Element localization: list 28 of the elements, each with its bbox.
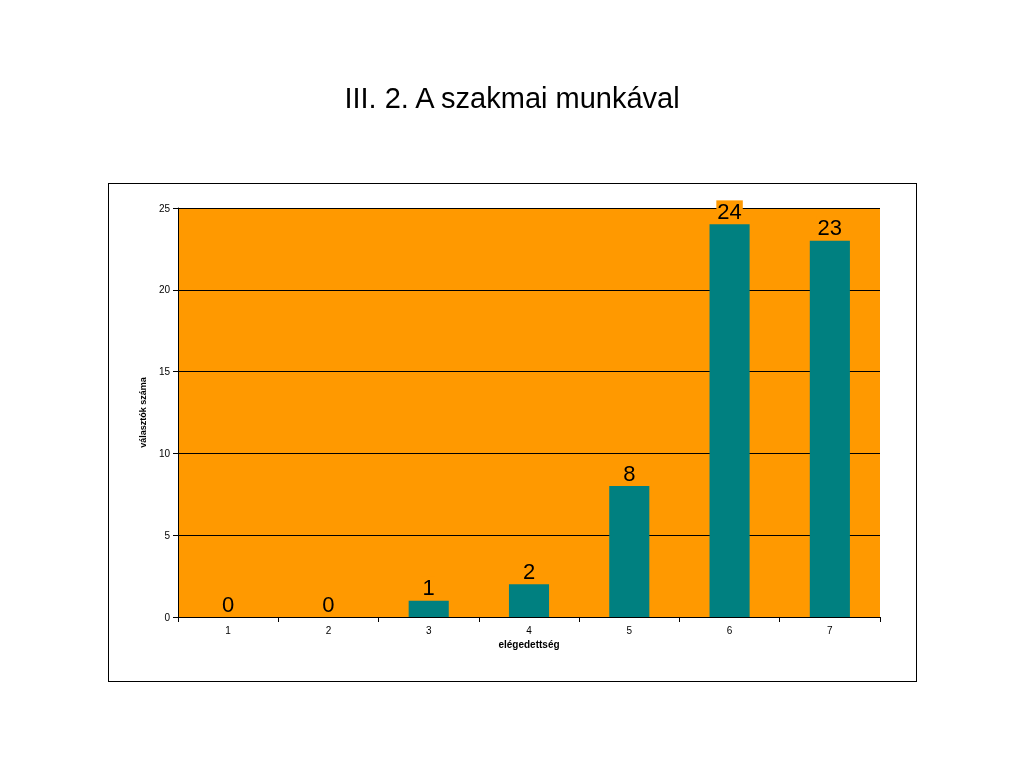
chart-title: III. 2. A szakmai munkával	[344, 81, 680, 114]
y-tick-label: 15	[158, 366, 171, 378]
data-label: 2	[522, 558, 536, 584]
x-tick-label: 6	[726, 624, 733, 636]
bar	[508, 584, 550, 617]
data-label: 8	[623, 460, 636, 486]
x-axis-title: elégedettség	[498, 639, 560, 651]
y-tick-label: 5	[164, 529, 171, 541]
x-tick-label: 5	[626, 624, 633, 636]
data-label: 24	[717, 198, 742, 224]
bar	[408, 600, 449, 617]
data-label: 0	[322, 591, 335, 617]
bar	[809, 240, 850, 617]
bar	[609, 486, 650, 617]
x-tick-label: 1	[225, 624, 232, 636]
x-tick-label: 4	[526, 624, 533, 636]
x-tick-label: 3	[425, 624, 432, 636]
y-tick-label: 25	[158, 202, 171, 214]
y-tick-label: 20	[158, 284, 171, 296]
data-label: 1	[422, 575, 435, 601]
y-axis-title: választók száma	[138, 376, 149, 448]
y-tick-label: 10	[158, 447, 171, 459]
bar	[709, 224, 750, 617]
data-label: 0	[222, 591, 235, 617]
x-tick-label: 7	[827, 624, 834, 636]
x-tick-label: 2	[325, 624, 332, 636]
y-tick-label: 0	[164, 611, 171, 623]
data-label: 23	[817, 215, 843, 241]
